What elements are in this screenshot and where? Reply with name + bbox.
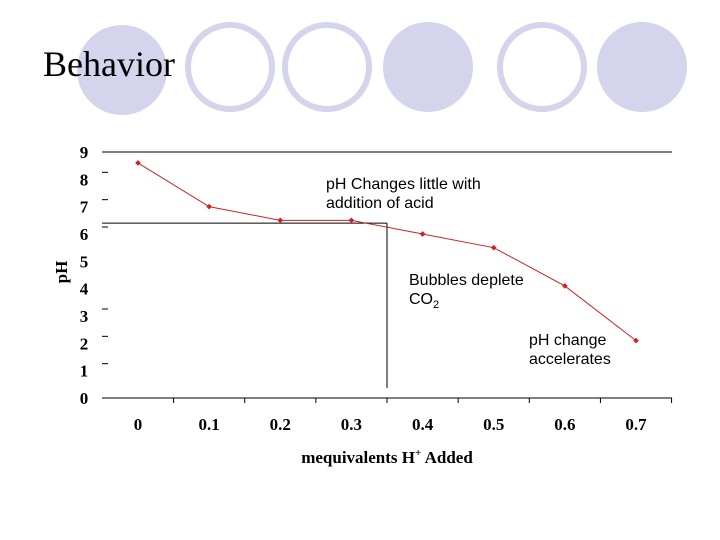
- y-tick-label: 3: [80, 307, 89, 326]
- y-tick-label: 5: [80, 252, 89, 271]
- x-tick-label: 0: [134, 415, 143, 434]
- x-tick-label: 0.7: [625, 415, 647, 434]
- annotation-bubbles-line1: Bubbles deplete: [409, 272, 524, 289]
- decor-circle-3: [282, 22, 372, 112]
- decor-circle-2: [185, 22, 275, 112]
- y-tick-label: 0: [80, 389, 89, 408]
- x-tick-label: 0.1: [199, 415, 220, 434]
- x-tick-label: 0.6: [554, 415, 575, 434]
- data-point: [633, 337, 639, 344]
- annotation-bubbles-sub: 2: [433, 299, 440, 312]
- y-axis-label: pH: [52, 261, 71, 284]
- x-tick-label: 0.5: [483, 415, 504, 434]
- data-point: [348, 217, 355, 224]
- y-tick-label: 6: [80, 225, 89, 244]
- annotation-accelerates: pH change accelerates: [529, 331, 611, 369]
- x-tick-label: 0.3: [341, 415, 362, 434]
- y-tick-label: 1: [80, 362, 89, 381]
- annotation-bubbles-line2: CO2: [409, 290, 524, 315]
- annotation-little-change-line2: addition of acid: [326, 195, 434, 212]
- series-line: [137, 162, 637, 341]
- y-tick-label: 8: [80, 170, 89, 189]
- decor-circle-1: [77, 25, 167, 115]
- decor-circle-4: [383, 22, 473, 112]
- x-axis-label: mequivalents H+ Added: [301, 447, 473, 467]
- reference-lines: [102, 222, 388, 388]
- x-tick-label: 0.2: [270, 415, 291, 434]
- annotation-bubbles: Bubbles deplete CO2: [409, 271, 524, 315]
- y-tick-label: 4: [80, 280, 89, 299]
- slide-title: Behavior: [43, 44, 175, 84]
- data-point: [277, 217, 284, 224]
- x-axis-label-sup: +: [415, 447, 421, 459]
- data-point: [562, 283, 568, 289]
- data-point: [419, 231, 426, 237]
- annotation-little-change: pH Changes little with addition of acid: [326, 175, 481, 213]
- annotation-accelerates-line1: pH change: [529, 332, 607, 349]
- data-point: [135, 160, 141, 166]
- annotation-little-change-line1: pH Changes little with: [326, 176, 481, 193]
- decor-circle-5: [497, 22, 587, 112]
- data-point: [490, 244, 497, 251]
- annotation-accelerates-line2: accelerates: [529, 351, 611, 368]
- annotation-bubbles-co: CO: [409, 291, 433, 308]
- y-tick-label: 7: [80, 198, 89, 217]
- data-point: [206, 203, 212, 210]
- x-axis-label-main: mequivalents H: [301, 448, 415, 467]
- x-axis-label-tail: Added: [421, 448, 473, 467]
- y-tick-label: 2: [80, 334, 89, 353]
- tick-layer: 0 1 2 3 4 5 6 7 8 9 0 0.1 0.2 0.3 0.4 0.5 0.6 0.7: [80, 143, 673, 434]
- x-tick-label: 0.4: [412, 415, 434, 434]
- series-layer: [135, 160, 639, 344]
- y-tick-label: 9: [80, 143, 89, 162]
- decor-circle-6: [597, 22, 687, 112]
